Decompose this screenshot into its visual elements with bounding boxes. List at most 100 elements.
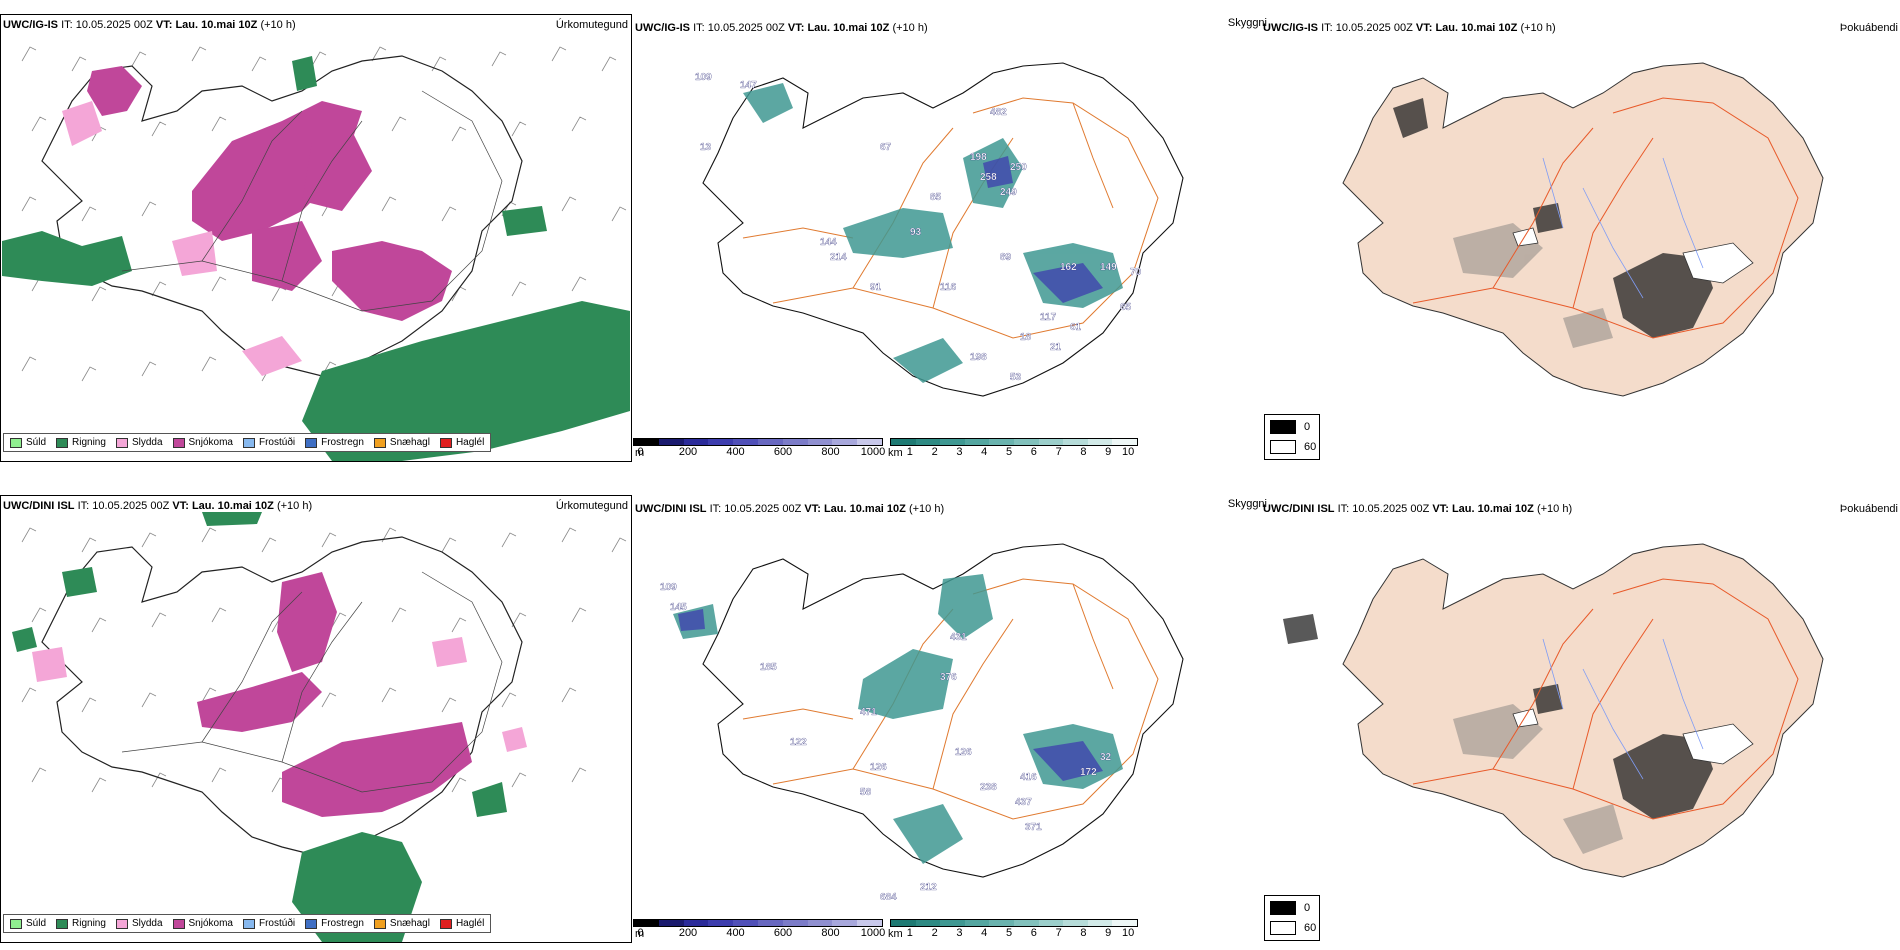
precip-panel-bottom: UWC/DINI ISL IT: 10.05.2025 00Z VT: Lau.… xyxy=(0,495,632,943)
vt-label: VT: xyxy=(804,503,821,515)
legend-item: Haglél xyxy=(439,918,484,929)
ceiling-colorbar-bottom: 0 200 400 600 800 1000 m xyxy=(633,919,885,941)
fog-panel-name: Þokuábendi xyxy=(1839,22,1898,34)
colorbar-cells xyxy=(633,438,883,446)
tick-label: 200 xyxy=(678,446,698,458)
glaciers xyxy=(1512,227,1754,284)
legend-swatch xyxy=(439,437,452,448)
tick-label: 200 xyxy=(678,927,698,939)
fog-title-top: UWC/IG-IS IT: 10.05.2025 00Z VT: Lau. 10… xyxy=(1263,21,1556,35)
colorbar-ticks: 0 200 400 600 800 1000 xyxy=(633,446,885,459)
visibility-panel-name: Skyggni xyxy=(1227,17,1267,29)
tick-label: 9 xyxy=(1105,446,1112,458)
tick-label: 800 xyxy=(821,927,840,939)
legend-label: Snjókoma xyxy=(188,437,233,448)
road-network xyxy=(1412,97,1799,339)
legend-label: Snæhagl xyxy=(389,437,430,448)
precip-panel-top: UWC/IG-IS IT: 10.05.2025 00Z VT: Lau. 10… xyxy=(0,14,632,462)
fog-legend-row: 60 xyxy=(1270,440,1316,454)
precip-title-top: UWC/IG-IS IT: 10.05.2025 00Z VT: Lau. 10… xyxy=(3,18,296,32)
fog-legend-row: 0 xyxy=(1270,420,1310,434)
fog-legend-swatch xyxy=(1270,440,1296,454)
glaciers xyxy=(1512,708,1754,765)
legend-label: Slydda xyxy=(131,437,163,448)
it-value: 10.05.2025 00Z xyxy=(724,503,802,515)
tick-label: 7 xyxy=(1055,446,1062,458)
tick-label: 1 xyxy=(906,927,913,939)
legend-label: Rigning xyxy=(72,918,106,929)
tick-label: 5 xyxy=(1005,446,1013,458)
legend-swatch xyxy=(373,918,386,929)
tick-label: 10 xyxy=(1121,446,1135,458)
legend-swatch xyxy=(10,918,22,929)
tick-label: 400 xyxy=(726,446,745,458)
ptype-legend-bottom: Súld Rigning Slydda Snjókoma Frostúði Fr… xyxy=(3,914,492,933)
vt-label: VT: xyxy=(172,500,189,512)
tick-label: 6 xyxy=(1030,446,1037,458)
fog-legend-top: 0 60 xyxy=(1264,414,1320,460)
snow-areas xyxy=(87,66,452,321)
ceiling-fill xyxy=(678,609,1103,781)
iceland-coastline xyxy=(702,543,1184,878)
legend-item: Frostúði xyxy=(242,437,295,448)
ptype-legend-top: Súld Rigning Slydda Snjókoma Frostúði Fr… xyxy=(3,433,492,452)
iceland-land-fill xyxy=(1342,62,1824,397)
tick-label: 400 xyxy=(726,927,745,939)
fog-legend-label: 0 xyxy=(1304,902,1311,914)
it-label: IT: xyxy=(693,22,705,34)
legend-label: Frostúði xyxy=(258,918,296,929)
fog-panel-top: UWC/IG-IS IT: 10.05.2025 00Z VT: Lau. 10… xyxy=(1263,14,1900,462)
legend-swatch xyxy=(10,437,22,448)
legend-swatch xyxy=(373,437,386,448)
legend-label: Súld xyxy=(26,437,47,448)
legend-swatch xyxy=(242,437,255,448)
snow-areas xyxy=(197,572,472,817)
iceland-coastline xyxy=(702,62,1184,397)
colorbar-cells xyxy=(890,438,1138,446)
legend-item: Frostregn xyxy=(305,437,364,448)
tick-label: 0 xyxy=(637,446,644,458)
road-network xyxy=(121,571,503,793)
fog-panel-bottom: UWC/DINI ISL IT: 10.05.2025 00Z VT: Lau.… xyxy=(1263,495,1900,943)
rivers xyxy=(1542,157,1704,299)
fog-panel-name: Þokuábendi xyxy=(1839,503,1898,515)
fog-legend-swatch xyxy=(1270,921,1296,935)
tick-label: 4 xyxy=(981,927,988,939)
lead-time: (+10 h) xyxy=(892,22,928,34)
it-value: 10.05.2025 00Z xyxy=(1335,22,1413,34)
vt-value: Lau. 10.mai 10Z xyxy=(823,503,906,515)
ceiling-unit: m xyxy=(635,928,645,940)
visibility-map-top xyxy=(702,62,1184,397)
tick-label: 2 xyxy=(931,446,938,458)
legend-label: Snæhagl xyxy=(389,918,430,929)
legend-item: Snæhagl xyxy=(373,918,430,929)
visibility-title-top: UWC/IG-IS IT: 10.05.2025 00Z VT: Lau. 10… xyxy=(635,21,928,35)
visibility-colorbar-bottom: 1 2 3 4 5 6 7 8 9 10 km xyxy=(888,919,1138,941)
vt-label: VT: xyxy=(787,22,805,34)
colorbar-ticks: 0 200 400 600 800 1000 xyxy=(633,927,885,940)
legend-swatch xyxy=(305,918,318,929)
it-label: IT: xyxy=(709,503,722,515)
legend-swatch xyxy=(115,918,128,929)
fog-map-top xyxy=(1342,62,1824,397)
visibility-fill xyxy=(743,83,1123,383)
tick-label: 10 xyxy=(1121,927,1135,939)
legend-item: Súld xyxy=(10,437,46,448)
tick-label: 800 xyxy=(821,446,840,458)
tick-label: 2 xyxy=(931,927,938,939)
iceland-land-fill xyxy=(1342,543,1824,878)
legend-swatch xyxy=(172,437,185,448)
fog-legend-label: 60 xyxy=(1304,922,1317,934)
legend-swatch xyxy=(242,918,255,929)
it-value: 10.05.2025 00Z xyxy=(1352,503,1430,515)
legend-label: Rigning xyxy=(72,437,106,448)
vt-label: VT: xyxy=(1415,22,1433,34)
model-name: UWC/DINI ISL xyxy=(635,503,707,515)
model-name: UWC/DINI ISL xyxy=(3,500,75,512)
tick-label: 3 xyxy=(956,927,963,939)
it-label: IT: xyxy=(77,500,90,512)
lead-time: (+10 h) xyxy=(276,500,313,512)
fog-legend-bottom: 0 60 xyxy=(1264,895,1320,941)
tick-label: 0 xyxy=(637,927,644,939)
it-value: 10.05.2025 00Z xyxy=(707,22,785,34)
